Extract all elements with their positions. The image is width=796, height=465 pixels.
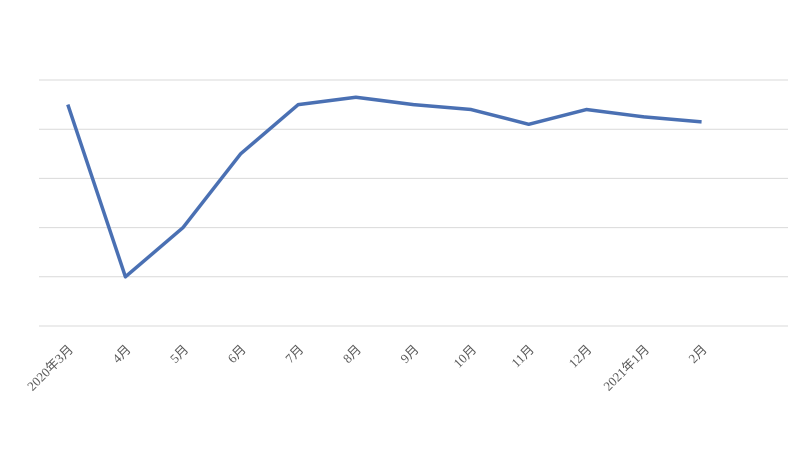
x-tick-label: 8月 bbox=[340, 342, 364, 366]
x-tick-label: 9月 bbox=[397, 342, 421, 366]
x-tick-label: 11月 bbox=[508, 342, 537, 371]
x-tick-label: 10月 bbox=[450, 342, 479, 371]
x-tick-label: 5月 bbox=[167, 342, 191, 366]
x-tick-label: 7月 bbox=[282, 342, 306, 366]
x-tick-label: 12月 bbox=[566, 342, 595, 371]
line-series bbox=[66, 95, 702, 279]
x-tick-label: 4月 bbox=[109, 342, 133, 366]
x-tick-label: 6月 bbox=[224, 342, 248, 366]
x-tick-label: 2020年3月 bbox=[24, 342, 76, 394]
x-tick-label: 2月 bbox=[685, 342, 709, 366]
x-tick-label: 2021年1月 bbox=[600, 342, 652, 394]
